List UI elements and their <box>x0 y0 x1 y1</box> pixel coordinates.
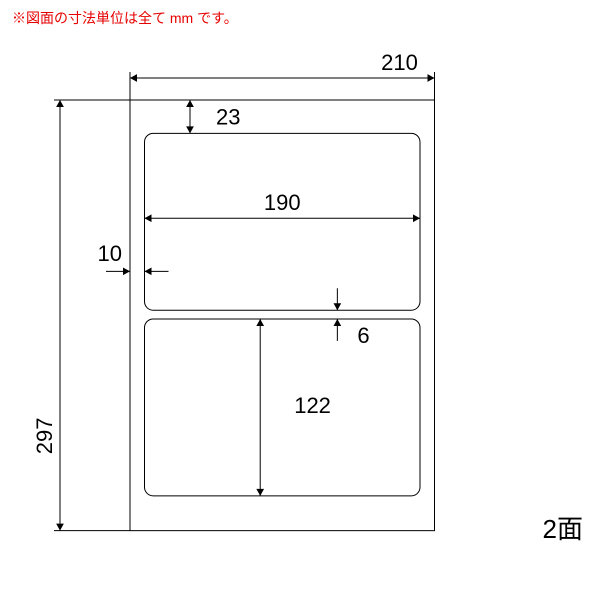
svg-text:6: 6 <box>357 323 369 348</box>
label-2 <box>145 319 421 496</box>
unit-note-text: ※図面の寸法単位は全て mm です。 <box>12 10 238 26</box>
drawing-stage: 210 23 190 10 6 122 297 <box>0 40 601 580</box>
face-count-label: 2面 <box>543 509 583 546</box>
svg-text:190: 190 <box>264 190 301 215</box>
svg-text:10: 10 <box>98 241 122 266</box>
label-1 <box>145 133 421 310</box>
svg-text:122: 122 <box>294 393 331 418</box>
svg-text:210: 210 <box>381 50 418 75</box>
drawing-svg: 210 23 190 10 6 122 297 <box>0 40 601 580</box>
svg-text:23: 23 <box>216 104 240 129</box>
unit-note: ※図面の寸法単位は全て mm です。 <box>12 8 238 28</box>
svg-text:297: 297 <box>32 418 57 455</box>
